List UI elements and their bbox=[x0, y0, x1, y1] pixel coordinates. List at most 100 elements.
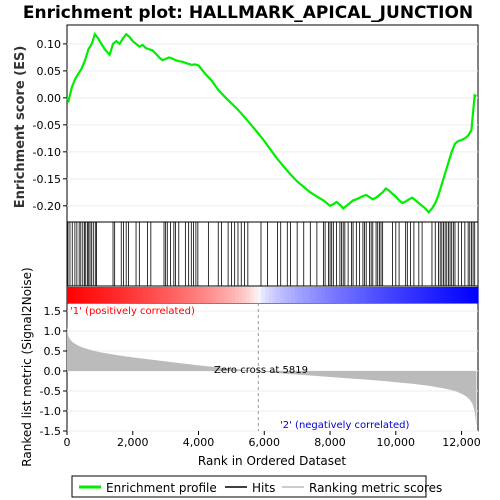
colorbar-segment bbox=[235, 287, 240, 303]
es-y-tick-label: -0.20 bbox=[33, 200, 61, 213]
colorbar-segment bbox=[100, 287, 105, 303]
colorbar-segment bbox=[436, 287, 442, 303]
colorbar-segment bbox=[362, 287, 367, 303]
colorbar-segment bbox=[470, 287, 475, 303]
rank-area-layer bbox=[67, 303, 477, 431]
colorbar-segment bbox=[190, 287, 195, 303]
colorbar-segment bbox=[373, 287, 378, 303]
colorbar-segment bbox=[429, 287, 434, 303]
colorbar-segment bbox=[343, 287, 348, 303]
colorbar-segment bbox=[283, 287, 289, 303]
colorbar-segment bbox=[141, 287, 147, 303]
x-tick-label: 8,000 bbox=[314, 436, 346, 449]
positive-correlation-label: '1' (positively correlated) bbox=[70, 306, 195, 317]
colorbar-segment bbox=[306, 287, 311, 303]
colorbar-segment bbox=[216, 287, 221, 303]
colorbar-segment bbox=[298, 287, 303, 303]
rank-x-axis: 0 2,000 4,000 6,000 8,000 10,000 12,000 bbox=[64, 431, 481, 449]
rank-y-tick-label: 0.0 bbox=[44, 365, 62, 378]
colorbar-segment bbox=[268, 287, 274, 303]
colorbar-segment bbox=[164, 287, 169, 303]
colorbar-segment bbox=[85, 287, 91, 303]
colorbar-segment bbox=[89, 287, 94, 303]
x-tick-label: 4,000 bbox=[183, 436, 215, 449]
colorbar-segment bbox=[197, 287, 203, 303]
chart-title: Enrichment plot: HALLMARK_APICAL_JUNCTIO… bbox=[23, 3, 473, 23]
colorbar-segment bbox=[395, 287, 401, 303]
colorbar-segment bbox=[354, 287, 360, 303]
rank-y-tick-label: -0.5 bbox=[40, 385, 61, 398]
colorbar-segment bbox=[388, 287, 393, 303]
es-y-tick-label: 0.05 bbox=[37, 65, 62, 78]
hits-panel bbox=[66, 221, 479, 287]
colorbar-segment bbox=[440, 287, 445, 303]
colorbar-segment bbox=[369, 287, 374, 303]
colorbar-segment bbox=[246, 287, 251, 303]
colorbar-segment bbox=[81, 287, 87, 303]
colorbar-segment bbox=[410, 287, 416, 303]
colorbar-segment bbox=[339, 287, 345, 303]
colorbar-segment bbox=[448, 287, 453, 303]
colorbar-segment bbox=[205, 287, 210, 303]
legend-enrichment-label: Enrichment profile bbox=[106, 481, 217, 495]
legend-box bbox=[71, 475, 427, 498]
colorbar-segment bbox=[149, 287, 154, 303]
ranking-metric-area bbox=[67, 311, 477, 427]
colorbar-segment bbox=[425, 287, 431, 303]
colorbar-segment bbox=[302, 287, 307, 303]
x-tick-label: 0 bbox=[64, 436, 71, 449]
colorbar-segment bbox=[466, 287, 472, 303]
rank-y-tick-label: -1.5 bbox=[40, 425, 61, 438]
colorbar-segment bbox=[463, 287, 468, 303]
colorbar-segment bbox=[160, 287, 165, 303]
rank-y-tick-label: 1.5 bbox=[44, 305, 62, 318]
colorbar-segment bbox=[208, 287, 214, 303]
es-y-axis-label: Enrichment score (ES) bbox=[13, 46, 28, 209]
es-y-axis: 0.10 0.05 0.00 -0.05 -0.10 -0.15 -0.20 bbox=[33, 38, 67, 213]
colorbar-segment bbox=[459, 287, 464, 303]
colorbar-segment bbox=[384, 287, 389, 303]
enrichment-profile-line bbox=[66, 31, 477, 214]
colorbar-segment bbox=[171, 287, 176, 303]
colorbar-segment bbox=[291, 287, 296, 303]
colorbar-segment bbox=[253, 287, 259, 303]
colorbar-segment bbox=[134, 287, 139, 303]
colorbar-segment bbox=[137, 287, 143, 303]
x-tick-label: 10,000 bbox=[377, 436, 416, 449]
ranking-colorbar bbox=[67, 287, 479, 303]
colorbar-segment bbox=[156, 287, 162, 303]
colorbar-segment bbox=[272, 287, 277, 303]
colorbar-segment bbox=[392, 287, 397, 303]
x-tick-label: 12,000 bbox=[442, 436, 481, 449]
colorbar-segment bbox=[175, 287, 180, 303]
colorbar-segment bbox=[365, 287, 371, 303]
colorbar-segment bbox=[313, 287, 318, 303]
colorbar-segment bbox=[455, 287, 460, 303]
colorbar-segment bbox=[377, 287, 382, 303]
colorbar-segment bbox=[182, 287, 188, 303]
colorbar-segment bbox=[201, 287, 206, 303]
es-y-tick-label: 0.10 bbox=[37, 38, 62, 51]
es-y-tick-label: -0.10 bbox=[33, 146, 61, 159]
hits-layer bbox=[67, 222, 476, 286]
colorbar-segment bbox=[279, 287, 285, 303]
es-y-tick-label: -0.15 bbox=[33, 173, 61, 186]
colorbar-segment bbox=[242, 287, 247, 303]
colorbar-segment bbox=[231, 287, 236, 303]
colorbar-segment bbox=[261, 287, 266, 303]
x-tick-label: 6,000 bbox=[249, 436, 281, 449]
rank-y-axis: 1.5 1.0 0.5 0.0 -0.5 -1.0 -1.5 bbox=[40, 305, 67, 438]
colorbar-segment bbox=[444, 287, 449, 303]
colorbar-segment bbox=[321, 287, 326, 303]
rank-y-tick-label: -1.0 bbox=[40, 405, 61, 418]
colorbar-segment bbox=[126, 287, 132, 303]
colorbar-segment bbox=[317, 287, 322, 303]
colorbar-segment bbox=[145, 287, 150, 303]
colorbar-segment bbox=[119, 287, 124, 303]
colorbar-segment bbox=[324, 287, 330, 303]
colorbar-segment bbox=[380, 287, 386, 303]
colorbar-segment bbox=[220, 287, 225, 303]
colorbar-segment bbox=[433, 287, 438, 303]
colorbar-segment bbox=[336, 287, 341, 303]
